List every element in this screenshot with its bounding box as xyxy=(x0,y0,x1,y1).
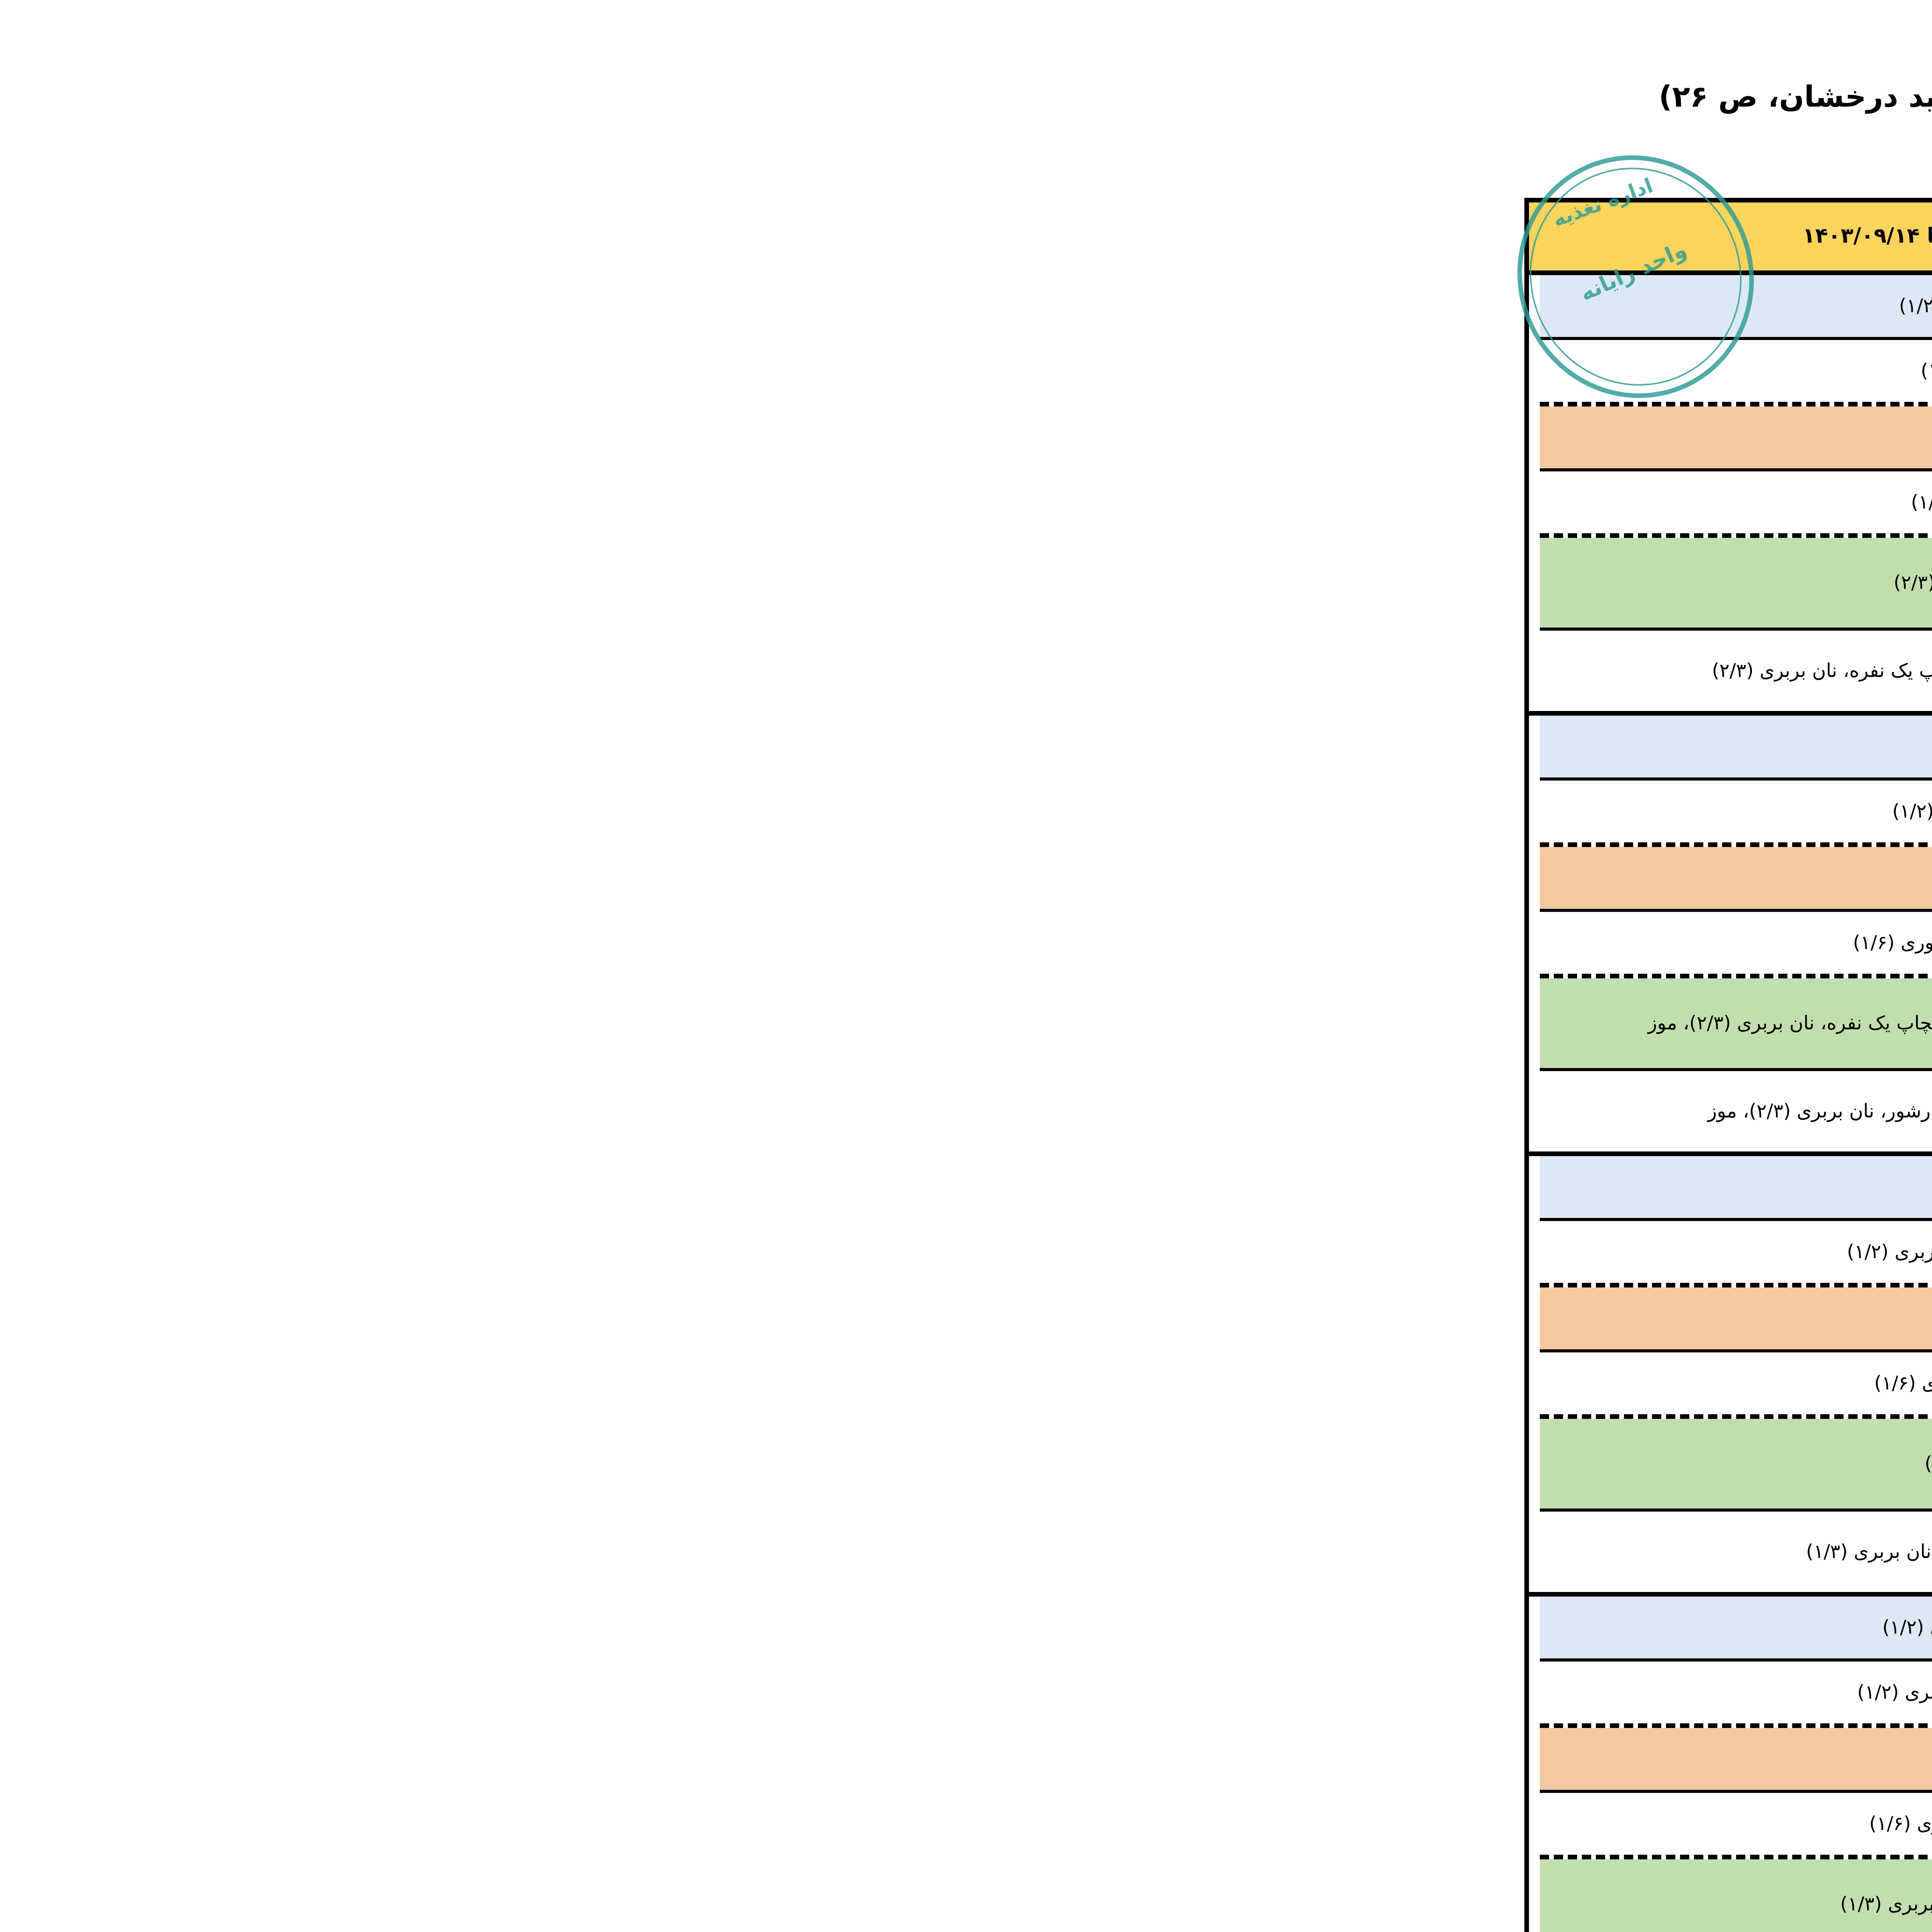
menu-cell-week2: استامبولی پلو با خلال مرغ، ماست یک نفره،… xyxy=(1501,1859,1932,1932)
menu-cell-week2: استامبولی پلو باگوشت، ماست یک نفره، نان … xyxy=(1501,1793,1932,1859)
menu-cell-week2: خامه کاکائویی (۱۰۰ گرمی)، چای، نان بربری… xyxy=(1501,340,1932,406)
day-block: یکشنبهصبحانه ۱نیمرو، خیارشور، چای، نان ب… xyxy=(1490,711,1932,1151)
header-week2-dates: ۱۴۰۳/۰۹/۱۰ تا ۱۴۰۳/۰۹/۱۴ xyxy=(1501,202,1932,270)
menu-cell-week2: لوبیا گرم، پنیر خامه‌ای ۳۰ گرمی، چای، نا… xyxy=(1501,1597,1932,1662)
menu-cell-week2: عسل یک نفره، کره ۲۵ گرمی، شیر، چای، نان … xyxy=(1501,1662,1932,1728)
menu-cell-week2: ماکارونی (مخلوط گوشت و سویا)، شوری، نان … xyxy=(1501,912,1932,978)
title-quote: : احسان آن است که تأخیری در پیش و منّتی … xyxy=(1620,80,1932,114)
menu-cell-week2: املت سبزیجات، آش رشته، خلال سیب‌زمینی، خ… xyxy=(1501,1071,1932,1151)
menu-cell-week2: سالاد ماکارونی (مرغ)، سوپ جو، نان بربری … xyxy=(1501,1419,1932,1512)
menu-cell-week2: چلو جوجه کباب، دوغ لیوانی، نان تنوری (۱/… xyxy=(1501,406,1932,471)
table-body: شنبهصبحانه ۱لوبیا گرم، پنیر خامه‌ای ۳۰ گ… xyxy=(1490,275,1932,1932)
menu-cell-week2: رولت گوشت، سوپ رشته، خیارشور، نان بربری … xyxy=(1501,538,1932,631)
page: امام حسن ﴿علیه‌السلام﴾: احسان آن است که … xyxy=(1439,0,1932,1932)
menu-table: ایام هفته وعده غذایی ۱۴۰۳/۰۹/۰۳ تا ۱۴۰۳/… xyxy=(1486,198,1932,1932)
page-title: امام حسن ﴿علیه‌السلام﴾: احسان آن است که … xyxy=(1489,31,1932,120)
menu-cell-week2: کره کنجد، عسل یک نفره، شیر، چای، نان برب… xyxy=(1501,781,1932,847)
menu-cell-week2: فلافل (۵ عدد)، سوپ رشته، خیارشور، سس کچا… xyxy=(1501,631,1932,711)
day-block: شنبهصبحانه ۱لوبیا گرم، پنیر خامه‌ای ۳۰ گ… xyxy=(1490,275,1932,711)
menu-cell-week2: عدس پلو با کشمش، سوپ جو، ماست یک نفره، ن… xyxy=(1501,1512,1932,1592)
menu-cell-week2: چلو خورش خلال بادام کرمانشاهی، نان تنوری… xyxy=(1501,471,1932,538)
menu-cell-week2: عدسی، پنیر خامه‌ای ۳۰ گرمی، چای، نان برب… xyxy=(1501,275,1932,340)
table-header-row: ایام هفته وعده غذایی ۱۴۰۳/۰۹/۰۳ تا ۱۴۰۳/… xyxy=(1490,202,1932,275)
menu-cell-week2: چلو خورش قورمه‌سبزی، نان تنوری (۱/۶) xyxy=(1501,1287,1932,1352)
menu-cell-week2: پنیر (۶۰ گرمی)، گردو، خرما (۲ عدد)، چای،… xyxy=(1501,1221,1932,1287)
menu-cell-week2: خوراک قارچ و مرغ، آش رشته، خیارشور، سس ک… xyxy=(1501,978,1932,1071)
menu-cell-week2: باقالی پلو با خلال مرغ، ماست یک نفره، نا… xyxy=(1501,1352,1932,1419)
menu-cell-week2: فرنی، چای، نان شیرمال xyxy=(1501,716,1932,781)
menu-cell-week2: چلو گوشت و بادمجان، نان تنوری (۱/۶) xyxy=(1501,847,1932,912)
day-block: دوشنبهصبحانه ۱عدسی، پنیر خامه‌ای ۳۰ گرمی… xyxy=(1490,1151,1932,1592)
masthead: امام حسن ﴿علیه‌السلام﴾: احسان آن است که … xyxy=(1489,31,1932,179)
menu-cell-week2: املت (صبحانه)، خیارشور، چای، نان بربری (… xyxy=(1501,1156,1932,1221)
menu-cell-week2: چلو خورش فسنجان، نان تنوری (۱/۶) xyxy=(1501,1728,1932,1793)
day-block: سه‌شنبهصبحانه ۱املت (صبحانه)، خیارشور، چ… xyxy=(1490,1592,1932,1932)
